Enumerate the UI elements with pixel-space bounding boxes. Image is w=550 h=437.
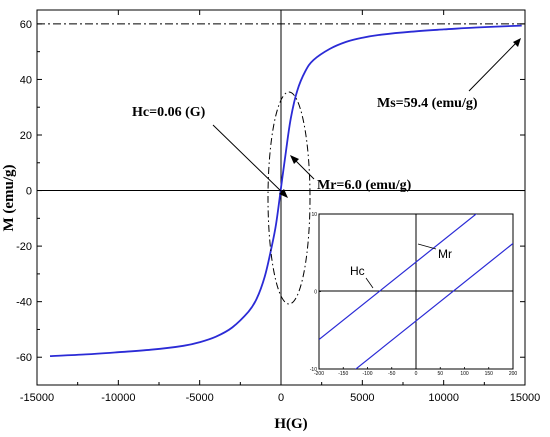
x-tick-label: -5000 — [186, 392, 214, 404]
x-tick-label: 5000 — [350, 392, 374, 404]
y-tick-label: 60 — [20, 19, 32, 31]
inset-x-tick-label: 100 — [460, 371, 469, 377]
x-tick-label: 0 — [278, 392, 284, 404]
inset-x-tick-label: -50 — [388, 371, 395, 377]
y-tick-label: -60 — [16, 352, 32, 364]
inset-mr-label: Mr — [438, 247, 452, 261]
hysteresis-highlight-ellipse — [267, 91, 311, 305]
inset-upper-branch — [319, 214, 478, 341]
inset-x-tick-label: 50 — [437, 371, 443, 377]
y-axis-title: M (emu/g) — [1, 164, 17, 231]
series-layer — [49, 24, 522, 357]
inset-hc-label: Hc — [350, 264, 365, 278]
ms-arrowhead — [513, 38, 521, 47]
ms-annotation: Ms=59.4 (emu/g) — [377, 96, 478, 111]
hc-arrowhead — [279, 189, 288, 198]
x-tick-label: -15000 — [20, 392, 54, 404]
inset-y-tick-label: -10 — [310, 367, 317, 373]
y-tick-label: 0 — [26, 186, 32, 198]
inset-y-tick-label: 0 — [314, 290, 317, 296]
y-tick-label: -40 — [16, 297, 32, 309]
inset-x-tick-label: -100 — [362, 371, 372, 377]
mr-arrowhead — [290, 155, 299, 164]
inset-lower-branch — [354, 242, 513, 369]
hc-annotation: Hc=0.06 (G) — [132, 105, 206, 120]
inset-y-tick-label: 10 — [311, 212, 317, 218]
y-tick-label: 20 — [20, 130, 32, 142]
inset-x-tick-label: 0 — [415, 371, 418, 377]
inset-x-tick-label: 200 — [509, 371, 518, 377]
inset-mr-pointer — [417, 243, 437, 250]
x-axis-title: H(G) — [274, 416, 307, 432]
inset-x-tick-label: -200 — [314, 371, 324, 377]
axis-ticks: -15000 -10000 -5000 0 5000 10000 150006040200-… — [16, 10, 540, 404]
inset-x-tick-label: -150 — [338, 371, 348, 377]
x-tick-label: 10000 — [428, 392, 459, 404]
mr-annotation: Mr=6.0 (emu/g) — [317, 178, 412, 193]
y-tick-label: -20 — [16, 241, 32, 253]
inset-branches — [319, 214, 513, 369]
inset-hc-pointer — [365, 277, 374, 289]
inset-x-tick-label: 150 — [485, 371, 494, 377]
x-tick-label: -10000 — [101, 392, 135, 404]
ms-arrow — [468, 41, 518, 92]
x-tick-label: 15000 — [510, 392, 541, 404]
magnetization-curve — [49, 24, 522, 357]
hc-arrow — [212, 124, 285, 195]
y-tick-label: 40 — [20, 74, 32, 86]
